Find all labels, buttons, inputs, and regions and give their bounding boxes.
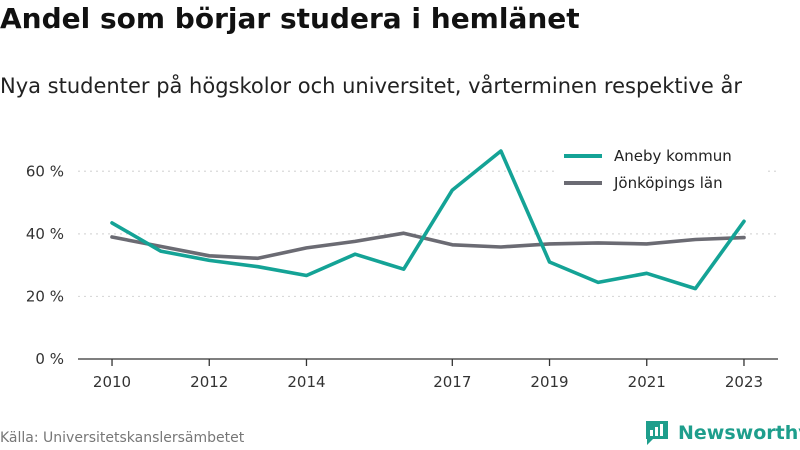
series-line-jonkopings-lan (110, 231, 746, 261)
x-tick-label: 2023 (725, 373, 763, 391)
x-tick-label: 2010 (93, 373, 131, 391)
x-tick-label: 2021 (628, 373, 666, 391)
y-tick-label: 0 % (35, 350, 64, 368)
newsworthy-logo-icon (646, 421, 668, 445)
series-lines (110, 149, 746, 291)
y-tick-label: 20 % (26, 287, 64, 305)
legend-background (556, 141, 766, 197)
x-tick-label: 2019 (530, 373, 568, 391)
y-tick-label: 40 % (26, 225, 64, 243)
legend-label: Aneby kommun (614, 147, 732, 165)
legend-label: Jönköpings län (613, 174, 723, 192)
y-tick-label: 60 % (26, 162, 64, 180)
series-line-aneby-kommun (110, 149, 746, 291)
brand-name: Newsworthy (678, 422, 800, 444)
x-tick-label: 2014 (287, 373, 325, 391)
x-axis: 2010 2012 2014 2017 2019 2021 2023 (78, 358, 778, 391)
y-axis: 0 % 20 % 40 % 60 % (26, 162, 64, 368)
legend: Aneby kommun Jönköpings län (556, 141, 766, 197)
source-note: Källa: Universitetskanslersämbetet (0, 430, 245, 446)
chart-title: Andel som börjar studera i hemlänet (0, 2, 580, 35)
x-tick-label: 2017 (433, 373, 471, 391)
x-tick-label: 2012 (190, 373, 228, 391)
brand-logo: Newsworthy (644, 418, 800, 448)
chart-subtitle: Nya studenter på högskolor och universit… (0, 74, 742, 98)
